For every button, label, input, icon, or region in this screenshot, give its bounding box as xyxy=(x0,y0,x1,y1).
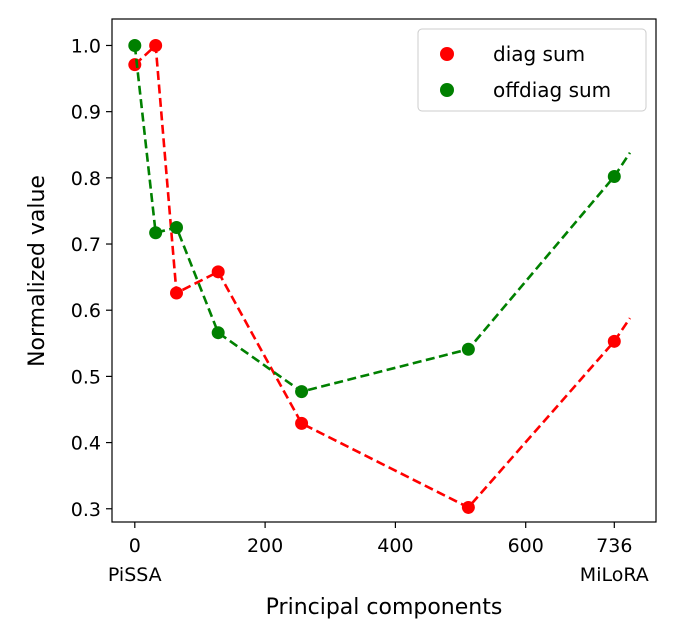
x-tick-label: 200 xyxy=(247,535,283,557)
data-point-1-0 xyxy=(128,38,142,52)
legend-label-1: offdiag sum xyxy=(493,78,611,102)
y-tick-label: 0.5 xyxy=(71,366,101,388)
data-point-1-4 xyxy=(295,385,309,399)
y-tick-label: 0.3 xyxy=(71,499,101,521)
data-point-1-6 xyxy=(607,170,621,184)
y-tick-label: 0.8 xyxy=(71,168,101,190)
x-tick-label: 400 xyxy=(377,535,413,557)
legend-box xyxy=(417,28,647,112)
x-tick-label: 600 xyxy=(508,535,544,557)
y-tick-label: 0.6 xyxy=(71,300,101,322)
data-point-0-6 xyxy=(607,334,621,348)
data-point-1-2 xyxy=(170,220,183,234)
y-axis-label: Normalized value xyxy=(25,175,50,367)
data-point-1-1 xyxy=(149,226,163,240)
legend-label-0: diag sum xyxy=(493,42,585,66)
data-point-0-2 xyxy=(170,286,183,300)
y-tick-label: 0.9 xyxy=(71,102,101,124)
data-point-1-3 xyxy=(211,326,225,340)
legend-marker-1 xyxy=(440,83,454,97)
data-point-0-4 xyxy=(295,416,309,430)
x-axis-ticks: 0 200 400 600 736 PiSSA MiLoRA xyxy=(108,522,649,586)
x-tick-sublabel: PiSSA xyxy=(108,564,162,586)
data-point-1-5 xyxy=(461,342,475,356)
series-1 xyxy=(128,38,632,399)
series-layer xyxy=(128,38,632,514)
y-axis-ticks: 0.3 0.4 0.5 0.6 0.7 0.8 0.9 1.0 xyxy=(71,35,112,521)
x-axis-label: Principal components xyxy=(266,595,503,620)
data-point-0-0 xyxy=(128,58,142,72)
y-tick-label: 1.0 xyxy=(71,35,101,57)
legend-marker-0 xyxy=(440,47,454,61)
x-tick-label: 736 xyxy=(596,535,632,557)
series-line-0 xyxy=(133,42,632,510)
y-tick-label: 0.7 xyxy=(71,234,101,256)
data-point-0-3 xyxy=(211,265,225,279)
series-0 xyxy=(128,38,632,514)
x-tick-label: 0 xyxy=(129,535,141,557)
data-point-0-1 xyxy=(149,38,163,52)
y-tick-label: 0.4 xyxy=(71,433,101,455)
data-point-0-5 xyxy=(461,500,475,514)
legend: diag sum offdiag sum xyxy=(417,28,647,112)
x-tick-sublabel: MiLoRA xyxy=(580,564,649,586)
